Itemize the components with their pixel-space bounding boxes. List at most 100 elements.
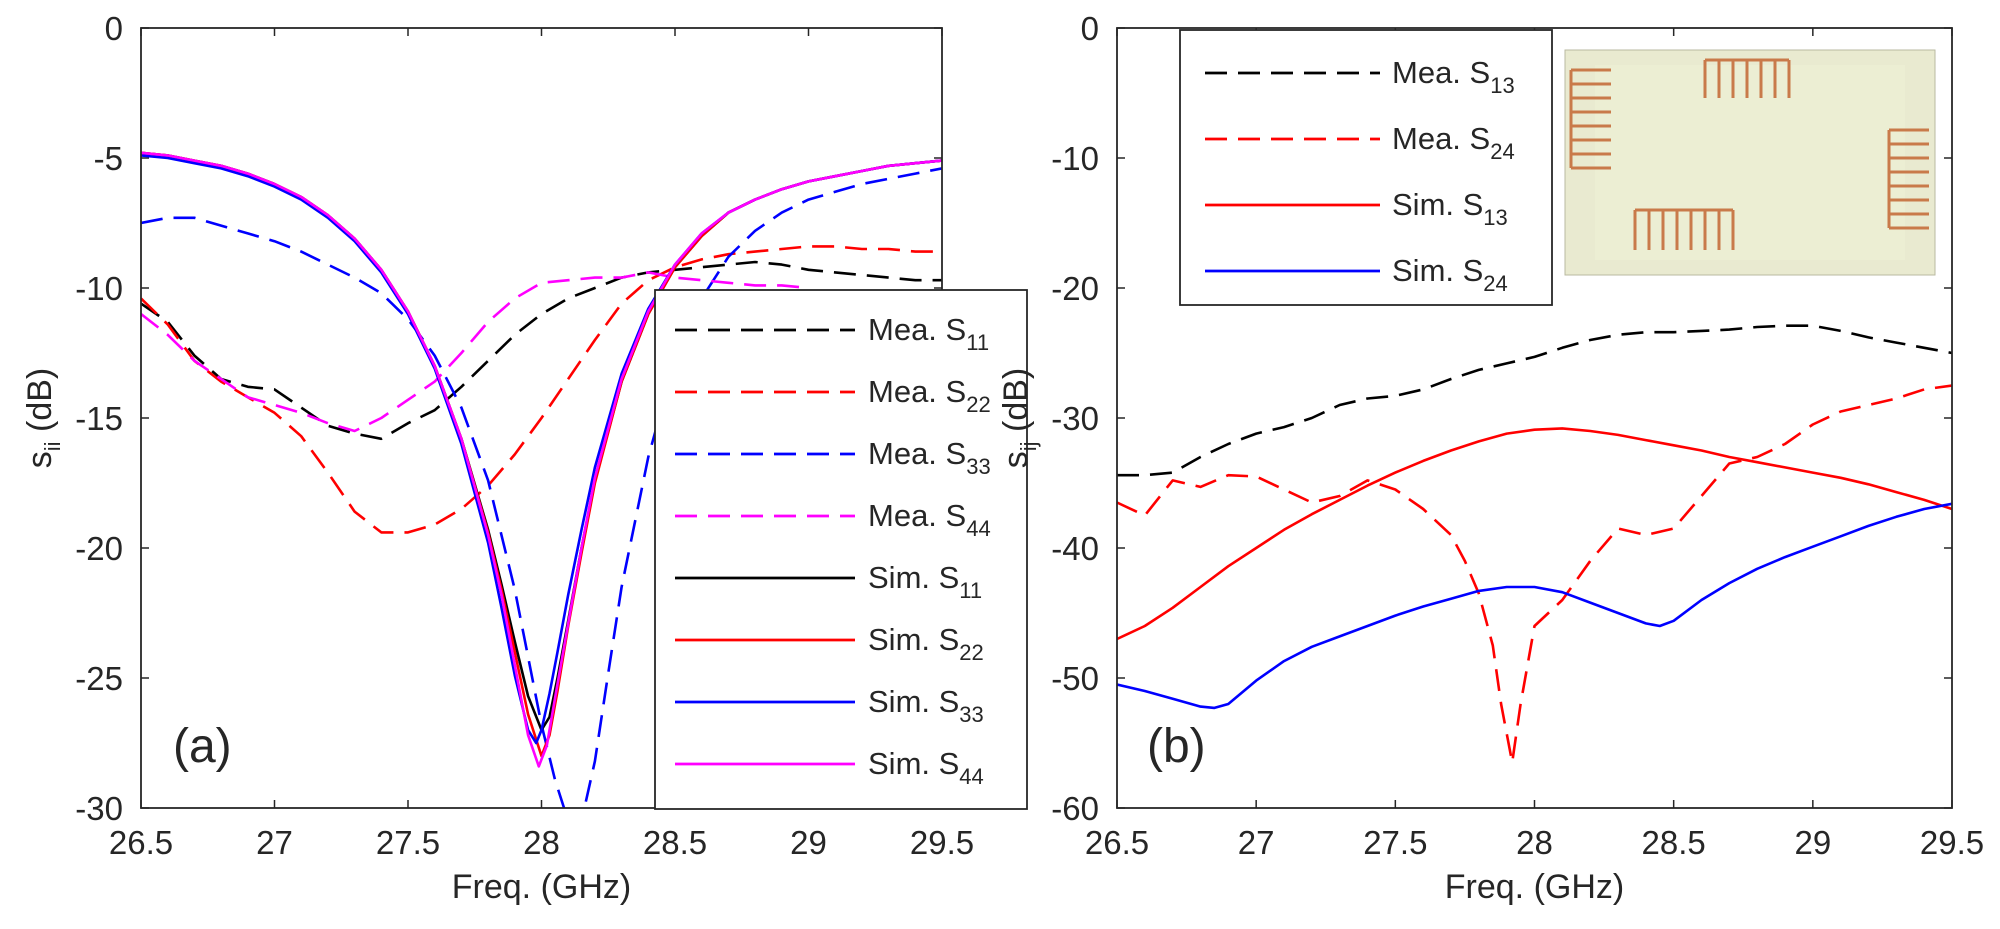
series-group [141,151,942,808]
y-tick-label: -30 [75,790,123,827]
legend-label-sub: 33 [959,702,983,727]
chart-panel-0: 26.5 27 27.5 28 28.5 29 29.5 0 -5 -10 -15 -20 -25 -30… [21,10,1028,906]
inset-photo [1564,49,1936,276]
legend-label-name: Sim. S [868,560,959,595]
legend-label: Mea. S33 [868,436,991,479]
legend-label-sub: 22 [959,640,983,665]
legend-box [1179,29,1553,306]
x-tick-label: 28 [1516,824,1553,861]
x-tick-label: 28 [523,824,560,861]
legend-label-sub: 44 [966,516,990,541]
legend-label: Mea. S22 [868,374,991,417]
legend-label: Sim. S44 [868,746,984,789]
x-tick-label: 29 [1794,824,1831,861]
legend-label: Sim. S22 [868,622,984,665]
y-axis-label-unit: (dB) [997,368,1035,442]
x-tick-label: 27.5 [1363,824,1427,861]
series-group [1117,324,1952,764]
y-axis-label: sii (dB) [21,368,65,468]
x-tick-label: 26.5 [109,824,173,861]
legend-label: Mea. S24 [1392,121,1515,164]
series-line-sims13 [1117,427,1952,641]
legend-label-sub: 11 [959,578,982,603]
y-axis-label-sub: ij [1016,441,1041,451]
series-line-meas24 [1117,384,1952,764]
y-tick-label: -60 [1051,790,1099,827]
x-tick-label: 28.5 [643,824,707,861]
x-tick-label: 27 [1238,824,1275,861]
legend-label-name: Mea. S [868,312,966,347]
legend-label-sub: 22 [966,392,990,417]
legend-label: Mea. S13 [1392,55,1515,98]
legend-label-name: Sim. S [1392,253,1483,288]
legend-label-name: Sim. S [868,622,959,657]
legend-box [654,289,1028,810]
y-tick-label: -50 [1051,660,1099,697]
y-axis-label-main: s [21,451,59,468]
series-line-meas11 [141,260,942,441]
panel-label: (b) [1147,720,1206,773]
x-tick-label: 28.5 [1642,824,1706,861]
y-tick-label: -25 [75,660,123,697]
y-tick-label: -20 [75,530,123,567]
series-line-meas44 [141,271,809,433]
series-line-sims24 [1117,502,1952,710]
antenna-port-1 [1569,68,1611,170]
y-axis-label-sub: ii [40,441,65,451]
legend-label: Sim. S33 [868,684,984,727]
legend-label-sub: 13 [1490,73,1514,98]
series-line-meas13 [1117,324,1952,477]
legend-label-sub: 11 [966,330,989,355]
y-tick-label: -20 [1051,270,1099,307]
legend-label: Sim. S11 [868,560,982,603]
antenna-port-4 [1633,208,1735,250]
legend-label: Sim. S24 [1392,253,1508,296]
panel-label: (a) [173,720,232,773]
y-tick-label: -30 [1051,400,1099,437]
x-tick-label: 26.5 [1085,824,1149,861]
y-axis-label-main: s [997,451,1035,468]
y-tick-label: -10 [75,270,123,307]
y-axis-label-unit: (dB) [21,368,59,442]
y-tick-label: -10 [1051,140,1099,177]
series-line-sims44 [141,151,942,768]
x-tick-label: 29.5 [1920,824,1984,861]
y-tick-label: 0 [105,10,123,47]
x-tick-label: 29 [790,824,827,861]
y-tick-label: -5 [94,140,123,177]
antenna-port-2 [1887,128,1929,230]
x-axis-label: Freq. (GHz) [452,868,631,906]
legend-label-name: Mea. S [868,436,966,471]
legend-label-name: Sim. S [1392,187,1483,222]
chart-panel-1: 26.5 27 27.5 28 28.5 29 29.5 0 -10 -20 -30 -40 -50 -6… [997,10,1984,906]
x-tick-label: 27 [256,824,293,861]
legend-label-name: Mea. S [1392,121,1490,156]
legend-label-sub: 33 [966,454,990,479]
y-tick-label: -40 [1051,530,1099,567]
legend-label-sub: 24 [1490,139,1514,164]
series-line-meas33 [141,167,942,808]
x-tick-label: 27.5 [376,824,440,861]
axes-box [1116,27,1953,809]
legend-label-name: Sim. S [868,684,959,719]
legend-label-name: Mea. S [868,498,966,533]
legend-label-sub: 44 [959,764,983,789]
y-tick-label: -15 [75,400,123,437]
legend-label: Mea. S44 [868,498,991,541]
x-tick-label: 29.5 [910,824,974,861]
legend-label-sub: 24 [1483,271,1507,296]
series-line-meas22 [141,245,942,534]
legend-label: Sim. S13 [1392,187,1508,230]
y-axis-label: sij (dB) [997,368,1041,468]
legend-label: Mea. S11 [868,312,989,355]
legend-label-name: Mea. S [868,374,966,409]
x-axis-label: Freq. (GHz) [1445,868,1624,906]
legend-label-name: Mea. S [1392,55,1490,90]
legend-label-name: Sim. S [868,746,959,781]
antenna-port-3 [1703,58,1791,98]
inset-board [1595,65,1905,260]
legend-label-sub: 13 [1483,205,1507,230]
